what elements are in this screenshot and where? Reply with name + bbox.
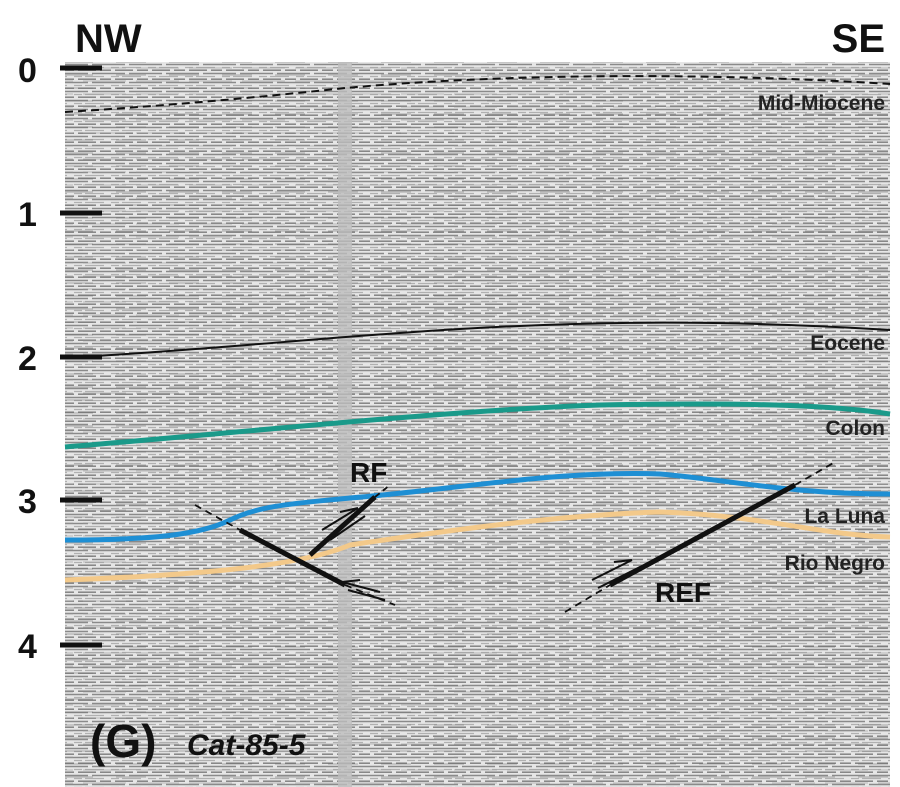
seismic-image <box>65 62 890 787</box>
depth-tick-marks <box>60 65 102 648</box>
horizon-label: La Luna <box>804 505 885 528</box>
horizon-label: Colon <box>826 417 885 440</box>
depth-tick-label: 0 <box>18 52 37 90</box>
depth-tick-label: 3 <box>18 483 37 521</box>
panel-line-name: Cat-85-5 <box>187 729 307 762</box>
depth-tick-label: 4 <box>18 628 37 666</box>
depth-tick-label: 1 <box>18 196 37 234</box>
fault-label: REF <box>655 577 711 608</box>
horizon-lines <box>64 75 891 583</box>
fault-lines <box>194 461 836 613</box>
horizon-label: Rio Negro <box>785 552 885 575</box>
direction-left: NW <box>75 17 142 61</box>
depth-tick-label: 2 <box>18 340 37 378</box>
horizon-label: Eocene <box>810 332 885 355</box>
direction-right: SE <box>832 17 885 61</box>
fault-label: RF <box>350 457 387 488</box>
horizon-label: Mid-Miocene <box>758 92 885 115</box>
panel-letter: (G) <box>90 715 156 767</box>
